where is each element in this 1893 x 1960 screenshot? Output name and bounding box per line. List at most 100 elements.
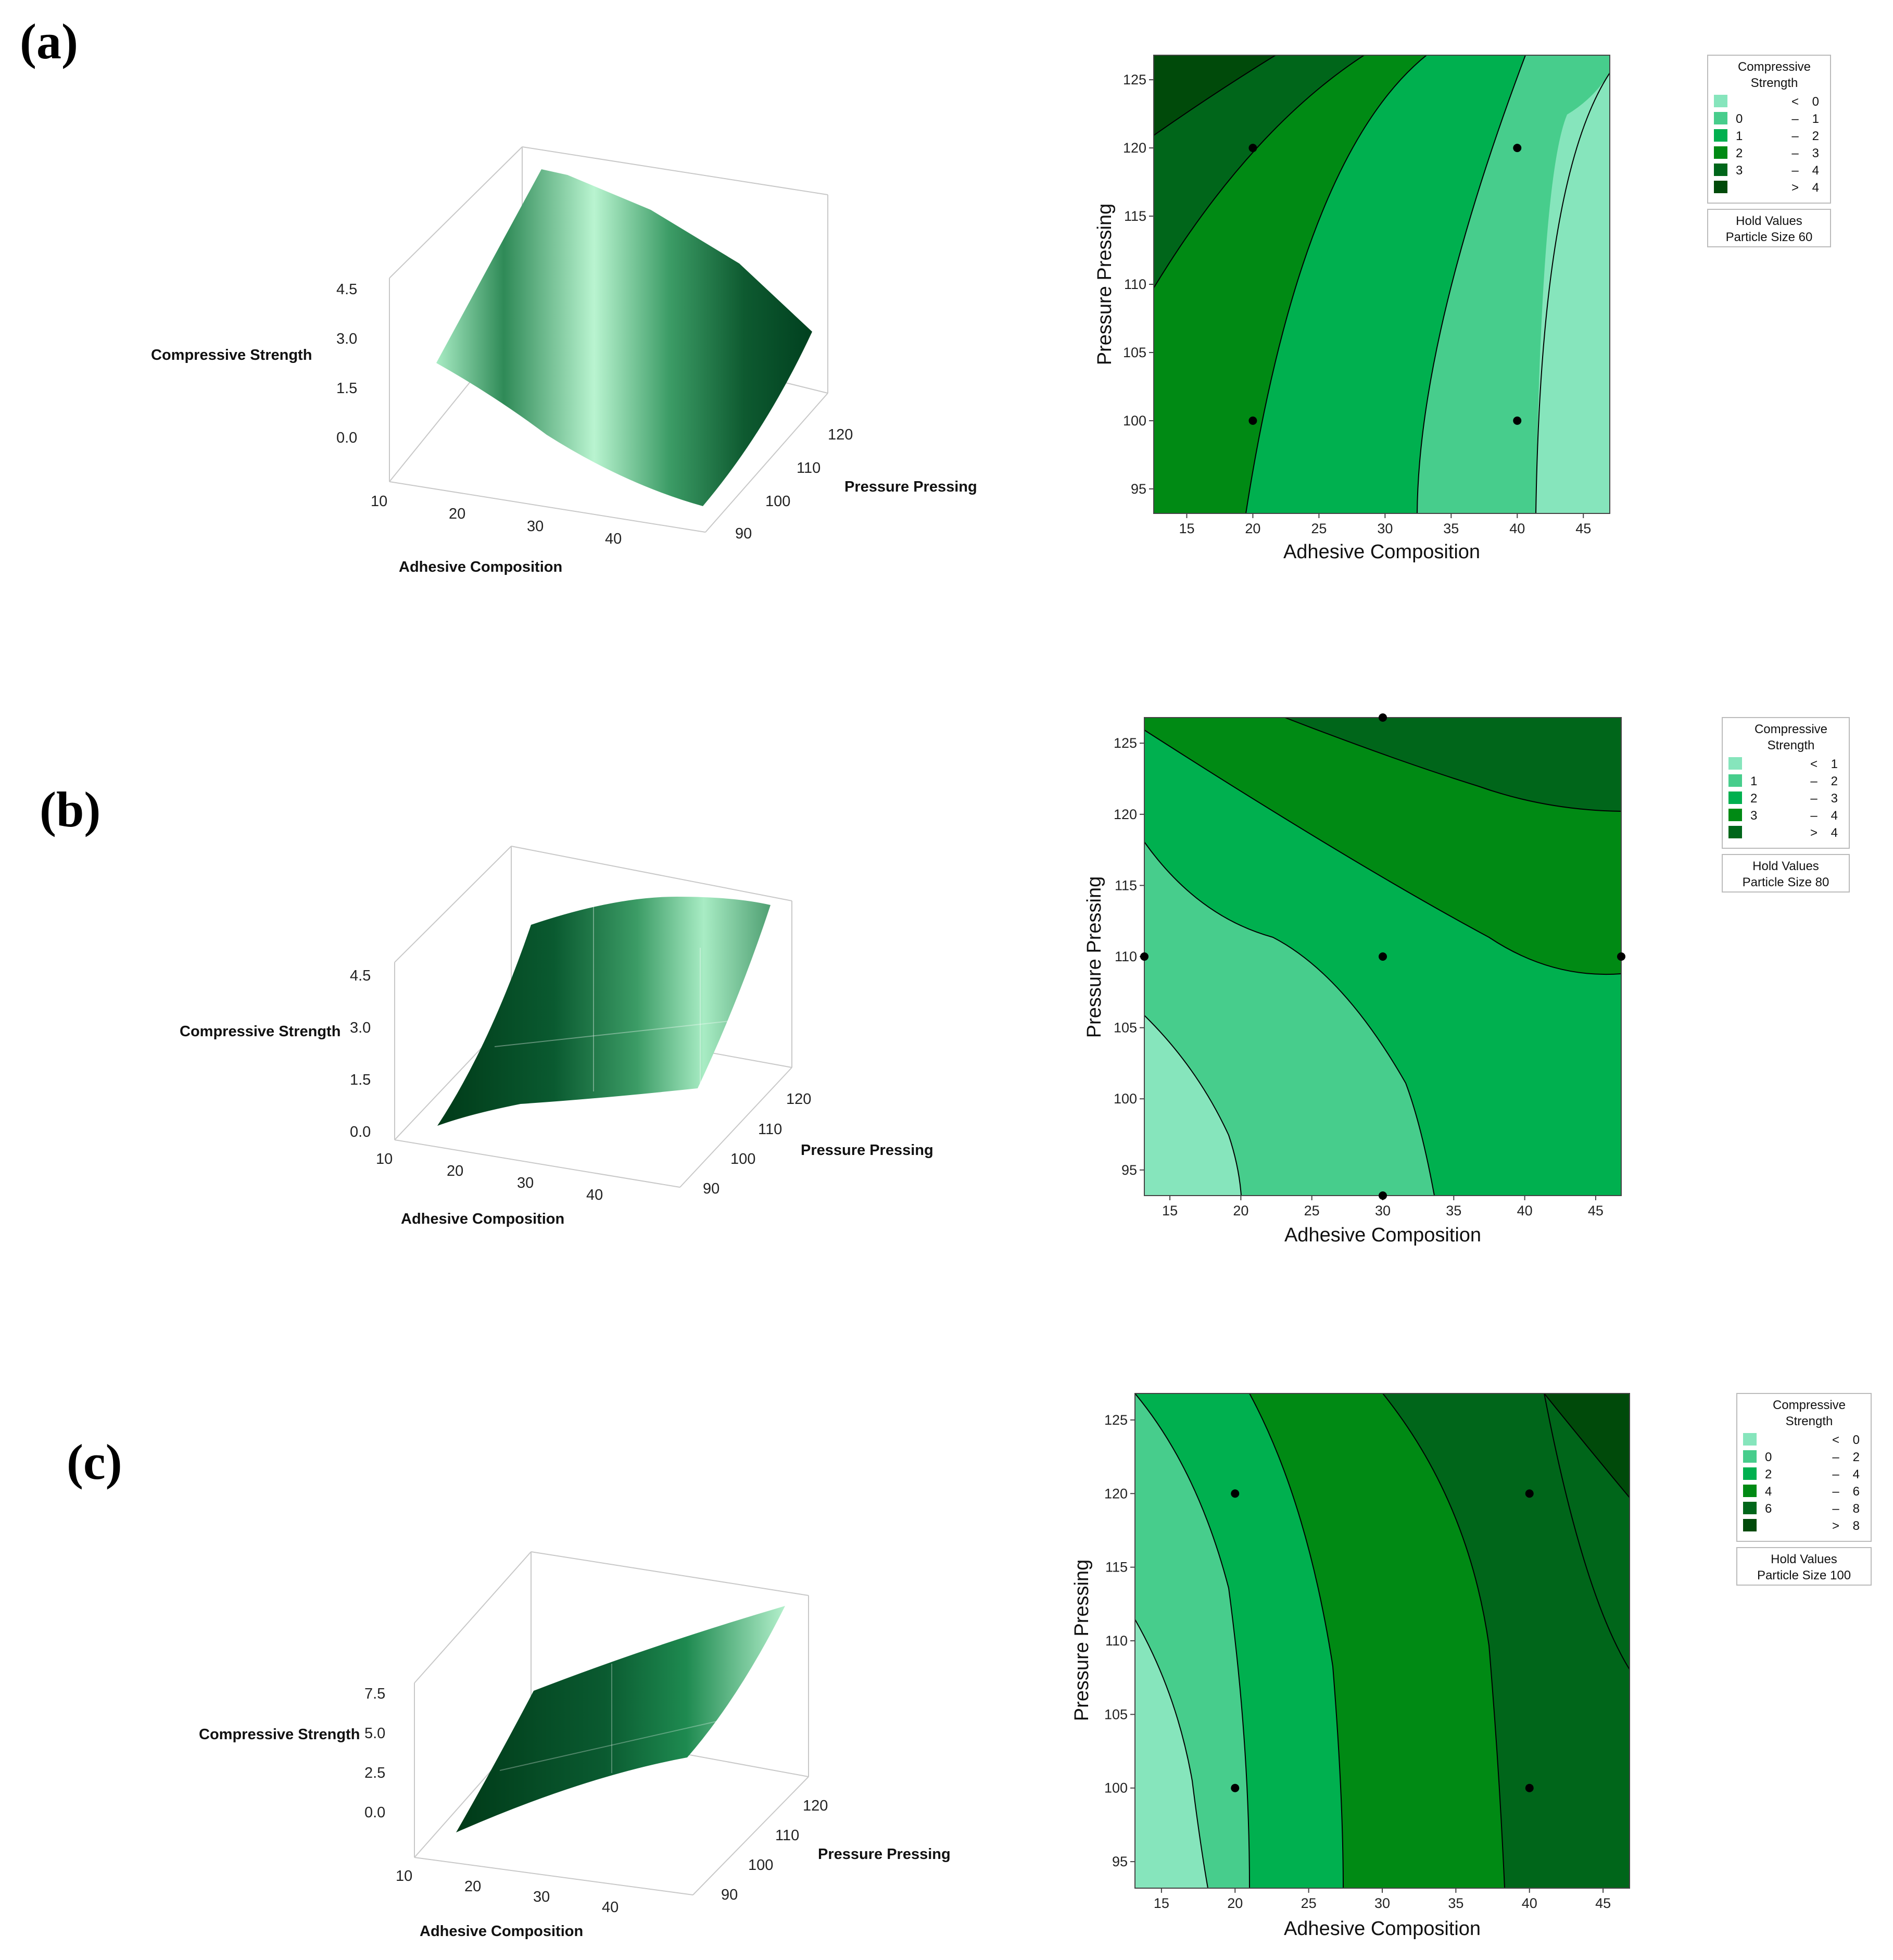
ytick-b-1: 100 [730,1151,755,1167]
legend-upper: 1 [1812,112,1819,126]
ztick-c-3: 0.0 [364,1804,385,1821]
contour-xtick-label: 45 [1595,1895,1611,1911]
contour-ytick-label: 95 [1131,481,1146,497]
xtick-a-3: 40 [605,531,622,547]
legend-upper: 4 [1812,181,1819,195]
contour-ytick-label: 125 [1114,735,1137,751]
design-point [1140,952,1149,961]
contour-ytick-label: 115 [1105,1560,1128,1575]
legend-lower: 1 [1736,129,1743,143]
legend-lower: 3 [1736,164,1743,178]
legend-upper: 2 [1812,129,1819,143]
contour-ytick-label: 105 [1114,1020,1137,1036]
surface-plot-c: 7.5 5.0 2.5 0.0 Compressive Strength 10 … [199,1551,951,1940]
legend-sep: – [1832,1450,1839,1464]
hold-values-entry: Particle Size 100 [1757,1568,1851,1582]
legend-swatch [1743,1485,1757,1497]
contour-ytick-label: 120 [1104,1486,1128,1501]
design-point [1231,1489,1240,1498]
legend-swatch [1743,1519,1757,1531]
contour-ylabel-a: Pressure Pressing [1094,204,1116,365]
legend-sep: > [1810,826,1818,840]
legend-swatch [1743,1433,1757,1446]
xtick-c-2: 30 [533,1889,550,1905]
xtick-a-0: 10 [371,493,387,510]
legend-lower: 0 [1736,112,1743,126]
contour-xtick-label: 40 [1517,1203,1533,1218]
contour-xlabel-a: Adhesive Composition [1283,541,1480,563]
legend-swatch [1714,146,1727,159]
contour-xtick-label: 20 [1245,521,1260,536]
contour-ytick-label: 110 [1115,949,1137,964]
surface-box-c [414,1551,809,1895]
ytick-b-2: 110 [758,1121,782,1138]
contour-ytick-label: 105 [1104,1706,1128,1722]
contour-ytick-label: 110 [1124,277,1146,292]
ytick-a-1: 100 [765,493,790,510]
ztick-a-2: 1.5 [336,380,357,397]
design-point [1617,952,1625,961]
contour-xtick-label: 20 [1227,1895,1243,1911]
legend-lower: 2 [1736,146,1743,160]
ztick-b-0: 4.5 [350,968,371,984]
legend-upper: 3 [1831,791,1838,806]
legend-lower: 1 [1750,774,1757,788]
legend-sep: – [1810,774,1818,788]
ytick-c-1: 100 [748,1857,773,1874]
xtick-c-3: 40 [602,1899,619,1916]
ztick-a-1: 3.0 [336,331,357,347]
xtick-c-0: 10 [396,1868,412,1884]
design-point [1525,1783,1534,1792]
surface-mesh-b [437,897,771,1126]
legend-swatch [1714,112,1727,124]
design-point [1379,713,1387,722]
panel-label-b: (b) [40,782,100,837]
contour-xtick-label: 40 [1522,1895,1537,1911]
contour-xlabel-b: Adhesive Composition [1284,1224,1481,1246]
xtick-b-1: 20 [447,1163,463,1179]
zlabel-b: Compressive Strength [180,1023,340,1040]
ytick-c-3: 120 [803,1798,828,1814]
legend-sep: – [1832,1502,1839,1516]
legend-swatch [1728,809,1742,821]
hold-values-title: Hold Values [1771,1552,1837,1566]
contour-ytick-label: 110 [1105,1633,1128,1649]
design-point [1513,144,1522,153]
contour-xtick-label: 25 [1304,1203,1320,1218]
contour-xtick-label: 45 [1588,1203,1604,1218]
contour-ylabel-b: Pressure Pressing [1083,876,1105,1038]
legend-upper: 3 [1812,146,1819,160]
ztick-b-1: 3.0 [350,1020,371,1036]
hold-values-box [1736,1547,1872,1586]
legend-sep: – [1791,164,1799,178]
legend-lower: 0 [1765,1450,1772,1464]
legend-swatch [1714,95,1727,107]
legend-sep: – [1791,129,1799,143]
xtick-c-1: 20 [464,1878,481,1895]
legend-sep: – [1832,1467,1839,1481]
legend-upper: 4 [1812,164,1819,178]
legend-title: Strength [1786,1414,1833,1428]
legend-swatch [1743,1467,1757,1480]
legend-swatch [1743,1502,1757,1514]
contour-xtick-label: 45 [1575,521,1591,536]
design-point [1248,416,1257,425]
legend-sep: – [1810,809,1818,823]
legend-upper: 6 [1853,1485,1860,1499]
contour-xtick-label: 35 [1446,1203,1461,1218]
legend-upper: 1 [1831,757,1838,771]
legend-title: Strength [1751,76,1798,90]
contour-axes-c: 15 20 25 30 35 40 45 95 100 105 110 115 120 125 [1104,1412,1611,1911]
legend-sep: < [1832,1433,1839,1447]
legend-lower: 2 [1765,1467,1772,1481]
legend-title: Strength [1768,738,1815,752]
contour-xlabel-c: Adhesive Composition [1284,1918,1481,1940]
zlabel-c: Compressive Strength [199,1726,360,1743]
legend-upper: 2 [1853,1450,1860,1464]
xtick-b-2: 30 [517,1175,534,1191]
legend-box [1707,55,1831,204]
legend-sep: – [1810,791,1818,806]
ytick-b-3: 120 [786,1091,811,1108]
